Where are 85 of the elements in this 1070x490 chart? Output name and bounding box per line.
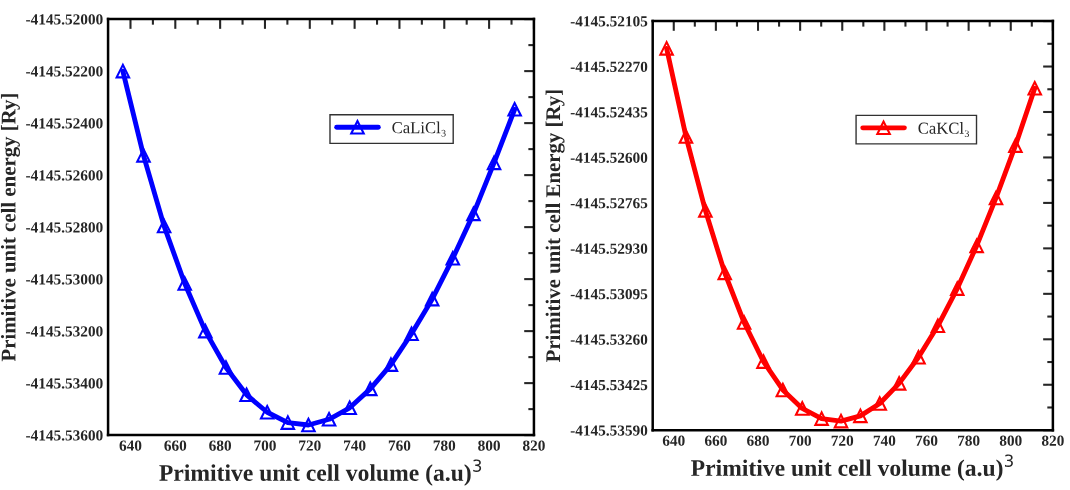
x-tick-label: 720: [299, 440, 321, 451]
y-tick-label: -4145.52600: [570, 152, 648, 163]
point: [466, 206, 481, 222]
x-tick-label: 720: [831, 435, 854, 446]
point: [833, 413, 849, 429]
x-axis-title: Primitive unit cell volume (a.u)$^{3}$: [691, 454, 1013, 481]
point: [239, 387, 254, 403]
y-tick-label: -4145.52200: [26, 66, 103, 77]
point: [698, 203, 713, 218]
y-tick-label: -4145.53200: [26, 326, 103, 337]
x-tick-label: 780: [433, 440, 456, 451]
point: [404, 326, 419, 342]
point: [814, 411, 829, 426]
point: [911, 349, 926, 365]
point: [736, 315, 752, 330]
y-tick-label: -4145.52105: [570, 16, 648, 27]
legend-label: CaKCl₃: [918, 122, 970, 138]
y-tick-label: -4145.53400: [26, 378, 103, 389]
point: [136, 148, 151, 163]
y-tick-label: -4145.53590: [570, 425, 648, 436]
x-tick-label: 640: [119, 440, 142, 451]
point: [872, 396, 888, 411]
point: [177, 276, 193, 291]
x-tick-label: 740: [873, 435, 896, 446]
point: [218, 360, 234, 375]
point: [717, 265, 733, 281]
x-tick-label: 660: [164, 440, 187, 451]
point: [853, 408, 868, 424]
x-tick-label: 760: [388, 440, 411, 451]
point: [794, 401, 810, 416]
point: [383, 357, 399, 372]
y-tick-label: -4145.52000: [26, 14, 103, 25]
point: [156, 218, 172, 234]
y-tick-label: -4145.52930: [570, 243, 648, 254]
point: [198, 323, 213, 339]
point: [280, 415, 296, 430]
y-axis-title: Primitive unit cell energy [Ry]: [0, 94, 20, 362]
point: [115, 63, 131, 79]
point: [363, 381, 378, 397]
point: [321, 411, 337, 427]
x-tick-label: 780: [958, 435, 980, 446]
point: [659, 41, 674, 56]
x-tick-label: 700: [789, 435, 812, 446]
x-tick-label: 640: [662, 435, 685, 446]
y-tick-label: -4145.52270: [570, 61, 648, 73]
point: [342, 400, 357, 416]
point: [445, 251, 461, 266]
y-tick-label: -4145.53260: [570, 334, 648, 345]
y-axis-title: Primitive unit cell Energy [Ry]: [545, 90, 565, 363]
point: [756, 354, 771, 369]
point: [678, 129, 694, 144]
y-tick-label: -4145.53425: [570, 379, 648, 391]
x-tick-label: 800: [999, 435, 1022, 446]
x-tick-label: 800: [478, 440, 500, 451]
y-tick-label: -4145.52435: [570, 107, 648, 118]
x-tick-label: 820: [1041, 435, 1064, 446]
x-tick-label: 660: [704, 435, 727, 446]
point: [969, 238, 984, 254]
point: [949, 281, 965, 296]
x-tick-label: 680: [747, 435, 769, 446]
x-tick-label: 700: [254, 440, 276, 451]
point: [891, 376, 907, 391]
y-tick-label: -4145.53095: [570, 288, 648, 300]
x-axis-title: Primitive unit cell volume (a.u)$^{3}$: [159, 459, 482, 486]
point: [424, 291, 440, 307]
point: [486, 155, 502, 171]
y-tick-label: -4145.53000: [26, 274, 103, 285]
point: [988, 190, 1004, 206]
x-tick-label: 740: [344, 440, 366, 451]
point: [775, 382, 791, 398]
x-tick-label: 820: [522, 440, 545, 451]
point: [930, 318, 946, 334]
point: [301, 417, 316, 433]
y-tick-label: -4145.53600: [26, 430, 103, 441]
x-tick-label: 760: [915, 435, 938, 446]
y-tick-label: -4145.52600: [26, 170, 103, 181]
y-tick-label: -4145.52800: [26, 222, 103, 233]
point: [259, 404, 275, 420]
point: [507, 102, 522, 117]
y-tick-label: -4145.52400: [26, 118, 103, 129]
point: [1027, 81, 1043, 96]
x-tick-label: 680: [209, 440, 232, 451]
point: [1008, 138, 1023, 153]
legend-label: CaLiCl₃: [392, 121, 446, 137]
y-tick-label: -4145.52765: [570, 198, 648, 209]
